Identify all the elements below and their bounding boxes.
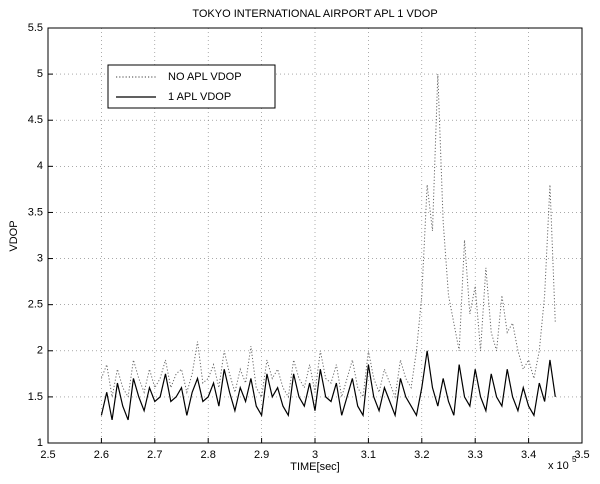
y-tick-label: 3.5: [28, 206, 43, 218]
y-tick-label: 5: [37, 68, 43, 80]
x-tick-label: 2.6: [94, 449, 109, 461]
data-line: [100, 350, 556, 421]
legend-label: NO APL VDOP: [168, 71, 242, 83]
x-tick-label: 3.2: [414, 449, 429, 461]
y-tick-label: 3: [37, 252, 43, 264]
legend-box: [107, 64, 276, 109]
x-axis-label: TIME[sec]: [290, 461, 340, 473]
x-multiplier: x 10: [548, 460, 569, 472]
y-tick-label: 2.5: [28, 299, 43, 311]
legend-label: 1 APL VDOP: [168, 91, 231, 103]
x-tick-label: 3.1: [361, 449, 376, 461]
x-tick-label: 3.5: [574, 449, 589, 461]
y-tick-label: 2: [37, 345, 43, 357]
x-tick-label: 2.7: [147, 449, 162, 461]
x-tick-label: 3: [312, 449, 318, 461]
x-tick-label: 3.4: [521, 449, 536, 461]
x-tick-label: 3.3: [468, 449, 483, 461]
y-tick-label: 4: [37, 160, 43, 172]
y-tick-label: 1.5: [28, 391, 43, 403]
x-multiplier-exponent: 5: [572, 455, 577, 464]
x-tick-label: 2.5: [40, 449, 55, 461]
y-tick-label: 1: [37, 437, 43, 449]
x-tick-label: 2.9: [254, 449, 269, 461]
y-tick-label: 5.5: [28, 22, 43, 34]
x-tick-label: 2.8: [201, 449, 216, 461]
y-tick-label: 4.5: [28, 114, 43, 126]
y-axis-label: VDOP: [8, 220, 20, 251]
chart-title: TOKYO INTERNATIONAL AIRPORT APL 1 VDOP: [192, 8, 437, 20]
plot-frame: [47, 27, 583, 444]
data-line: [100, 74, 556, 399]
